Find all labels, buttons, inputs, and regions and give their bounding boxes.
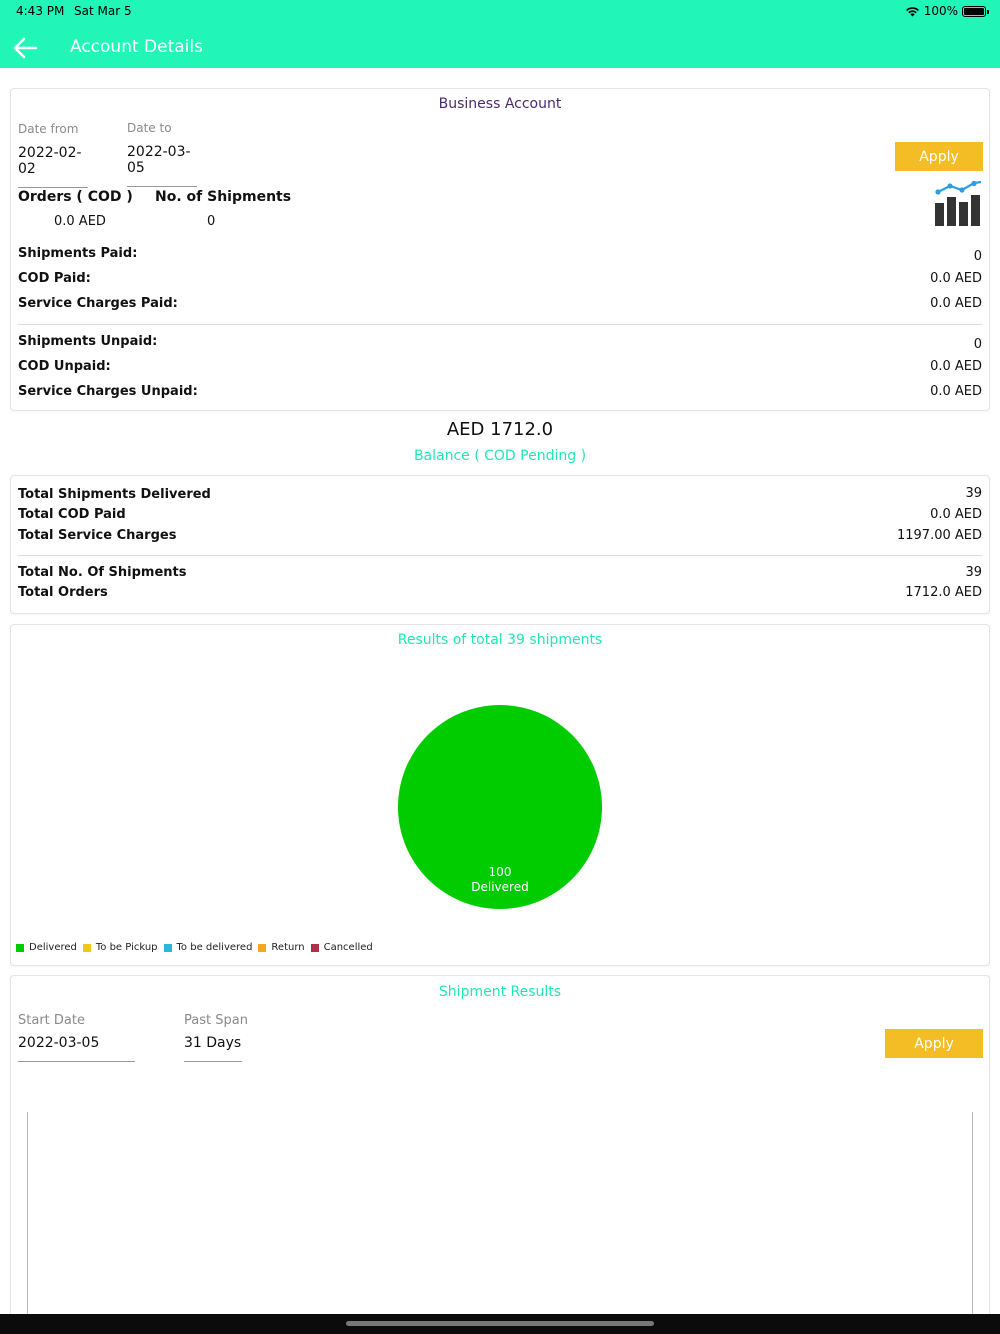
date-to-label: Date to xyxy=(127,121,172,135)
legend-swatch xyxy=(310,943,319,952)
shipment-results-title: Shipment Results xyxy=(438,984,562,1000)
past-span-label: Past Span xyxy=(184,1013,248,1028)
legend-label: Return xyxy=(271,942,305,953)
total-orders-value: 1712.0 AED xyxy=(905,585,982,600)
start-date-field[interactable]: 2022-03-05 xyxy=(18,1035,135,1062)
page-title: Account Details xyxy=(70,37,203,57)
battery-percent: 100% xyxy=(923,4,958,18)
chart-left-axis xyxy=(27,1112,28,1322)
legend-swatch xyxy=(16,943,24,952)
date-to-field[interactable]: 2022-03-05 xyxy=(127,144,197,187)
bar-chart-icon xyxy=(935,181,982,226)
business-account-card: Business Account Date from 2022-02-02 Da… xyxy=(10,88,990,411)
balance-label: Balance ( COD Pending ) xyxy=(413,448,587,464)
service-charges-unpaid-label: Service Charges Unpaid: xyxy=(18,384,198,399)
total-shipments-delivered-label: Total Shipments Delivered xyxy=(18,487,211,502)
results-card: Results of total 39 shipments 100 Deliver… xyxy=(10,624,990,966)
legend-swatch xyxy=(163,943,172,952)
battery-icon xyxy=(962,5,989,17)
legend-label: Delivered xyxy=(29,942,77,953)
service-charges-unpaid-value: 0.0 AED xyxy=(930,384,982,399)
home-bar xyxy=(0,1314,1000,1334)
divider xyxy=(18,324,982,325)
legend-item-return: Return xyxy=(258,942,305,953)
cod-unpaid-value: 0.0 AED xyxy=(930,359,982,374)
divider xyxy=(18,555,982,556)
service-charges-paid-label: Service Charges Paid: xyxy=(18,296,178,311)
total-shipments-delivered-value: 39 xyxy=(965,486,982,501)
legend-item-cancelled: Cancelled xyxy=(310,942,373,953)
total-cod-paid-label: Total COD Paid xyxy=(18,507,126,522)
app-header: 4:43 PM Sat Mar 5 100% Account Details xyxy=(0,0,1000,68)
legend-label: To be delivered xyxy=(176,942,253,953)
apply-button[interactable]: Apply xyxy=(895,142,983,171)
total-shipments-label: Total No. Of Shipments xyxy=(18,565,187,580)
chart-legend: Delivered To be Pickup To be delivered Retu… xyxy=(16,942,373,953)
shipments-unpaid-label: Shipments Unpaid: xyxy=(18,334,158,349)
total-cod-paid-value: 0.0 AED xyxy=(930,507,982,522)
totals-card: Total Shipments Delivered 39 Total COD P… xyxy=(10,475,990,614)
pie-slice-delivered xyxy=(398,705,602,909)
total-service-charges-value: 1197.00 AED xyxy=(896,528,982,543)
legend-item-to-be-delivered: To be delivered xyxy=(163,942,253,953)
legend-item-to-be-pickup: To be Pickup xyxy=(82,942,158,953)
pie-slice-value-label: 100 xyxy=(489,865,512,879)
legend-label: Cancelled xyxy=(323,942,373,953)
shipments-count-label: No. of Shipments xyxy=(155,189,292,205)
shipments-paid-label: Shipments Paid: xyxy=(18,246,138,261)
past-span-field[interactable]: 31 Days xyxy=(184,1035,242,1062)
date-from-field[interactable]: 2022-02-02 xyxy=(18,145,88,188)
cod-paid-value: 0.0 AED xyxy=(930,271,982,286)
total-orders-label: Total Orders xyxy=(18,585,108,600)
total-shipments-value: 39 xyxy=(965,565,982,580)
legend-swatch xyxy=(82,943,91,952)
balance-amount: AED 1712.0 xyxy=(446,419,554,440)
wifi-icon xyxy=(905,6,919,16)
cod-paid-label: COD Paid: xyxy=(18,271,91,286)
legend-label: To be Pickup xyxy=(95,942,158,953)
business-account-title: Business Account xyxy=(438,96,562,112)
orders-cod-value: 0.0 AED xyxy=(54,214,106,229)
shipments-unpaid-value: 0 xyxy=(973,337,982,352)
orders-cod-label: Orders ( COD ) xyxy=(18,189,133,205)
shipments-paid-value: 0 xyxy=(973,249,982,264)
arrow-left-icon[interactable] xyxy=(12,36,38,60)
service-charges-paid-value: 0.0 AED xyxy=(930,296,982,311)
shipment-results-card: Shipment Results Start Date 2022-03-05 P… xyxy=(10,975,990,1334)
legend-item-delivered: Delivered xyxy=(16,942,77,953)
shipments-count-value: 0 xyxy=(207,214,216,229)
date-from-label: Date from xyxy=(18,122,79,136)
cod-unpaid-label: COD Unpaid: xyxy=(18,359,111,374)
start-date-label: Start Date xyxy=(18,1013,85,1028)
total-service-charges-label: Total Service Charges xyxy=(18,528,177,543)
home-indicator[interactable] xyxy=(346,1321,654,1326)
shipment-apply-button[interactable]: Apply xyxy=(885,1029,983,1058)
pie-slice-name-label: Delivered xyxy=(471,880,528,894)
chart-right-axis xyxy=(972,1112,973,1322)
results-title: Results of total 39 shipments xyxy=(397,632,603,648)
legend-swatch xyxy=(258,943,267,952)
status-indicators: 100% xyxy=(905,4,989,18)
status-time: 4:43 PM xyxy=(16,4,65,18)
status-date: Sat Mar 5 xyxy=(74,4,132,18)
